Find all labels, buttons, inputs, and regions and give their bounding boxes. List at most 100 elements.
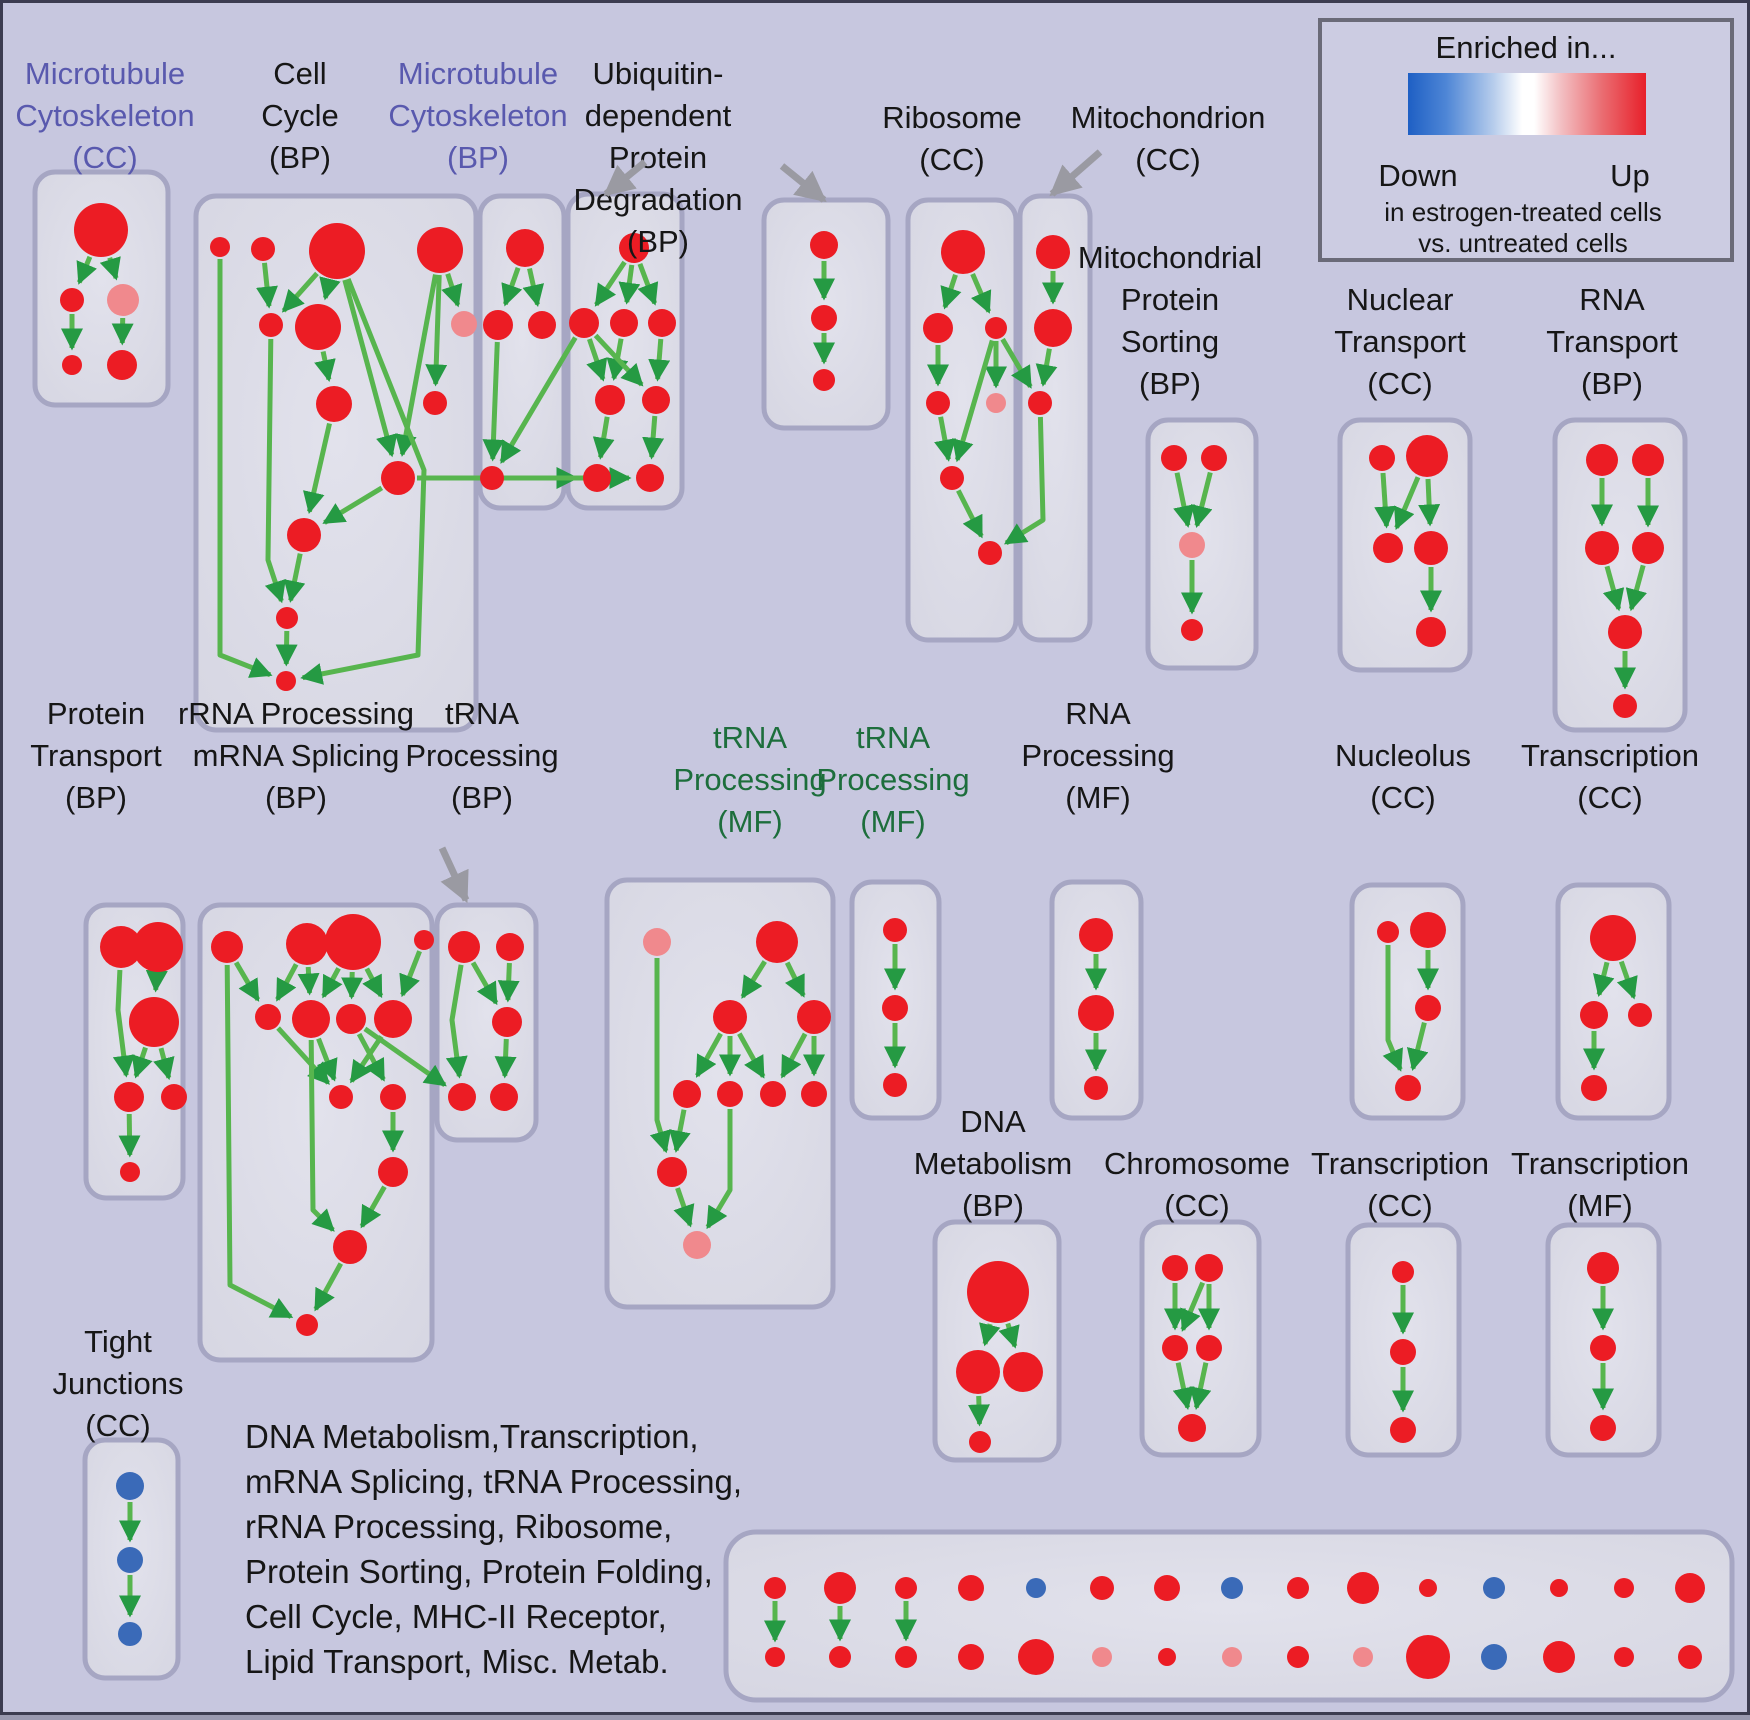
- cluster-label-u1: (BP): [627, 224, 689, 259]
- cluster-label-nt: Transport: [1334, 324, 1466, 359]
- go-term-node: [1195, 1254, 1223, 1282]
- go-term-node: [1373, 533, 1403, 563]
- cluster-label-nuc: Nucleolus: [1335, 738, 1471, 773]
- go-term-node: [60, 288, 84, 312]
- legend-context-line1: in estrogen-treated cells: [1384, 197, 1661, 227]
- cluster-label-rt: RNA: [1579, 282, 1645, 317]
- cluster-label-tcc: Transcription: [1521, 738, 1699, 773]
- go-term-node: [1581, 1075, 1607, 1101]
- edge-arrow: [508, 963, 510, 1000]
- cluster-label-chr: (CC): [1164, 1188, 1229, 1223]
- go-term-node: [287, 518, 321, 552]
- go-term-node: [309, 223, 365, 279]
- cluster-label-rrna: rRNA Processing: [178, 696, 414, 731]
- go-term-node: [797, 1000, 831, 1034]
- go-term-node: [895, 1577, 917, 1599]
- go-term-node: [211, 931, 243, 963]
- go-term-node: [161, 1084, 187, 1110]
- go-term-node: [62, 355, 82, 375]
- cluster-label-cc: (BP): [269, 140, 331, 175]
- go-term-node: [378, 1157, 408, 1187]
- go-term-node: [1028, 391, 1052, 415]
- go-term-node: [883, 1073, 907, 1097]
- cluster-label-tbp: Processing: [405, 738, 558, 773]
- go-term-node: [292, 1000, 330, 1038]
- go-term-node: [956, 1350, 1000, 1394]
- go-term-node: [381, 461, 415, 495]
- go-term-node: [1179, 532, 1205, 558]
- misc-categories-text: mRNA Splicing, tRNA Processing,: [245, 1463, 742, 1500]
- go-term-node: [129, 997, 179, 1047]
- cluster-label-u1: Protein: [609, 140, 707, 175]
- misc-categories-text: DNA Metabolism,Transcription,: [245, 1418, 699, 1455]
- go-term-node: [506, 229, 544, 267]
- go-term-node: [490, 1083, 518, 1111]
- go-term-node: [1162, 1255, 1188, 1281]
- go-term-node: [1036, 235, 1070, 269]
- cluster-label-u1: Degradation: [574, 182, 743, 217]
- go-term-node: [255, 1004, 281, 1030]
- cluster-label-nuc: (CC): [1370, 780, 1435, 815]
- cluster-label-dm: DNA: [960, 1104, 1026, 1139]
- cluster-label-u1: Ubiquitin-: [593, 56, 724, 91]
- cluster-label-tj: (CC): [85, 1408, 150, 1443]
- go-term-node: [1543, 1641, 1575, 1673]
- go-term-node: [1415, 995, 1441, 1021]
- cluster-label-tmf2: (MF): [860, 804, 925, 839]
- go-term-node: [448, 1083, 476, 1111]
- edge-arrow: [658, 339, 661, 379]
- go-term-node: [967, 1261, 1029, 1323]
- go-term-node: [1390, 1339, 1416, 1365]
- cluster-label-rpmf: (MF): [1065, 780, 1130, 815]
- go-term-node: [1018, 1639, 1054, 1675]
- go-term-node: [1410, 912, 1446, 948]
- cluster-label-mtbp: Microtubule: [398, 56, 558, 91]
- go-term-node: [1632, 532, 1664, 564]
- cluster-label-rrna: mRNA Splicing: [193, 738, 400, 773]
- cluster-label-tbp: tRNA: [445, 696, 519, 731]
- legend-up-label: Up: [1610, 158, 1650, 193]
- cluster-label-mps: Mitochondrial: [1078, 240, 1262, 275]
- cluster-label-nt: Nuclear: [1347, 282, 1454, 317]
- cluster-label-pt: Transport: [30, 738, 162, 773]
- go-term-node: [978, 541, 1002, 565]
- go-term-node: [1287, 1577, 1309, 1599]
- go-term-node: [1550, 1579, 1568, 1597]
- go-term-node: [423, 391, 447, 415]
- cluster-label-tmf2: Processing: [816, 762, 969, 797]
- cluster-label-mtcc: Cytoskeleton: [15, 98, 194, 133]
- go-term-node: [1395, 1075, 1421, 1101]
- cluster-label-mtcc: (CC): [72, 140, 137, 175]
- cluster-label-tbp: (BP): [451, 780, 513, 815]
- go-term-node: [642, 386, 670, 414]
- cluster-label-cc: Cell: [273, 56, 326, 91]
- cluster-label-tcc2: (CC): [1367, 1188, 1432, 1223]
- go-term-node: [333, 1230, 367, 1264]
- go-term-node: [1678, 1645, 1702, 1669]
- go-term-node: [1026, 1578, 1046, 1598]
- go-term-node: [1406, 435, 1448, 477]
- edge-arrow: [979, 1396, 980, 1424]
- legend-context-line2: vs. untreated cells: [1418, 228, 1628, 258]
- cluster-label-dm: (BP): [962, 1188, 1024, 1223]
- misc-categories-text: Cell Cycle, MHC-II Receptor,: [245, 1598, 667, 1635]
- go-term-node: [595, 385, 625, 415]
- go-term-node: [941, 230, 985, 274]
- go-term-node: [673, 1080, 701, 1108]
- go-term-node: [756, 921, 798, 963]
- cluster-label-chr: Chromosome: [1104, 1146, 1290, 1181]
- cluster-label-tj: Junctions: [53, 1366, 184, 1401]
- cluster-label-rib: (CC): [919, 142, 984, 177]
- edge-arrow: [652, 416, 655, 457]
- cluster-label-mps: (BP): [1139, 366, 1201, 401]
- cluster-label-mito: (CC): [1135, 142, 1200, 177]
- go-term-node: [926, 391, 950, 415]
- go-term-node: [296, 1314, 318, 1336]
- cluster-label-rpmf: RNA: [1065, 696, 1131, 731]
- go-term-node: [923, 313, 953, 343]
- go-term-node: [958, 1575, 984, 1601]
- go-term-node: [1090, 1576, 1114, 1600]
- go-term-node: [114, 1082, 144, 1112]
- go-term-node: [107, 284, 139, 316]
- go-term-node: [1416, 617, 1446, 647]
